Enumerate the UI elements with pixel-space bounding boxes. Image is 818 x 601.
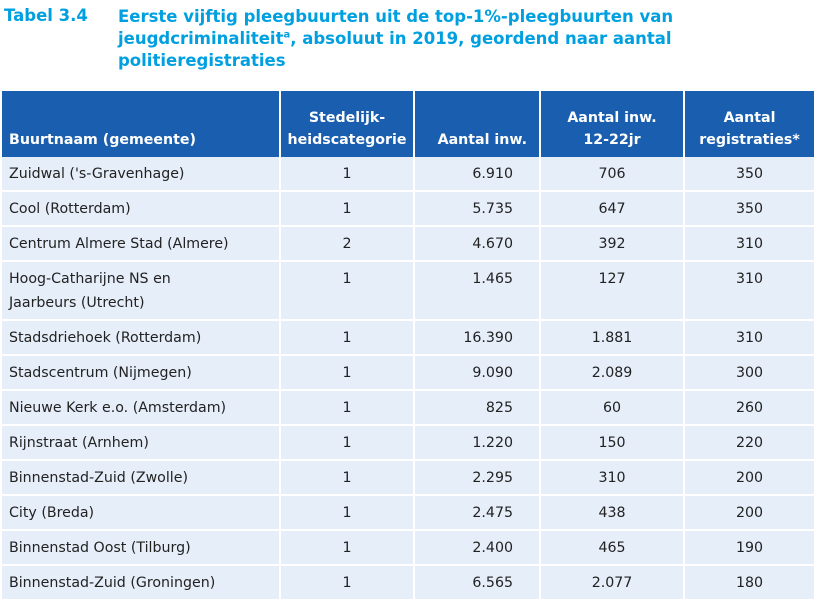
cell-aantal-inw: 1.220 bbox=[414, 425, 541, 461]
cell-aantal-inw-12-22: 60 bbox=[540, 390, 685, 426]
cell-aantal-inw: 825 bbox=[414, 390, 541, 426]
cell-aantal-inw: 6.565 bbox=[414, 565, 541, 601]
cell-registraties: 310 bbox=[684, 320, 814, 356]
table-caption: Tabel 3.4 Eerste vijftig pleegbuurten ui… bbox=[0, 0, 818, 89]
cell-aantal-inw-12-22: 465 bbox=[540, 530, 685, 566]
cell-registraties: 260 bbox=[684, 390, 814, 426]
table-row: Cool (Rotterdam) 1 5.735 647 350 bbox=[2, 191, 814, 227]
table-row: Centrum Almere Stad (Almere) 2 4.670 392 310 bbox=[2, 226, 814, 262]
cell-stedelijkheid: 1 bbox=[280, 425, 415, 461]
data-table: Buurtnaam (gemeente) Stedelijk-heidscate… bbox=[2, 91, 814, 601]
cell-buurtnaam: City (Breda) bbox=[2, 495, 281, 531]
cell-aantal-inw: 2.295 bbox=[414, 460, 541, 496]
cell-buurtnaam: Cool (Rotterdam) bbox=[2, 191, 281, 227]
cell-buurtnaam: Binnenstad-Zuid (Groningen) bbox=[2, 565, 281, 601]
cell-aantal-inw-12-22: 392 bbox=[540, 226, 685, 262]
table-row: City (Breda) 1 2.475 438 200 bbox=[2, 495, 814, 531]
cell-stedelijkheid: 1 bbox=[280, 530, 415, 566]
cell-registraties: 350 bbox=[684, 157, 814, 192]
cell-aantal-inw: 9.090 bbox=[414, 355, 541, 391]
cell-registraties: 220 bbox=[684, 425, 814, 461]
cell-stedelijkheid: 2 bbox=[280, 226, 415, 262]
cell-aantal-inw-12-22: 127 bbox=[540, 261, 685, 321]
column-header-aantal-inw-12-22: Aantal inw. 12-22jr bbox=[540, 91, 685, 157]
cell-stedelijkheid: 1 bbox=[280, 390, 415, 426]
cell-aantal-inw: 5.735 bbox=[414, 191, 541, 227]
cell-buurtnaam: Binnenstad-Zuid (Zwolle) bbox=[2, 460, 281, 496]
cell-stedelijkheid: 1 bbox=[280, 157, 415, 192]
table-row: Stadsdriehoek (Rotterdam) 1 16.390 1.881 310 bbox=[2, 320, 814, 356]
cell-aantal-inw-12-22: 706 bbox=[540, 157, 685, 192]
cell-stedelijkheid: 1 bbox=[280, 460, 415, 496]
cell-registraties: 310 bbox=[684, 261, 814, 321]
cell-aantal-inw: 2.400 bbox=[414, 530, 541, 566]
table-number: Tabel 3.4 bbox=[4, 6, 88, 25]
table-row: Rijnstraat (Arnhem) 1 1.220 150 220 bbox=[2, 425, 814, 461]
cell-buurtnaam: Zuidwal ('s-Gravenhage) bbox=[2, 157, 281, 192]
table-title-main: Eerste vijftig pleegbuurten uit de top-1… bbox=[118, 7, 674, 48]
cell-aantal-inw-12-22: 2.089 bbox=[540, 355, 685, 391]
column-header-stedelijkheid: Stedelijk-heidscategorie bbox=[280, 91, 415, 157]
table-header-row: Buurtnaam (gemeente) Stedelijk-heidscate… bbox=[2, 91, 814, 157]
cell-buurtnaam: Nieuwe Kerk e.o. (Amsterdam) bbox=[2, 390, 281, 426]
cell-aantal-inw: 1.465 bbox=[414, 261, 541, 321]
cell-registraties: 190 bbox=[684, 530, 814, 566]
cell-aantal-inw-12-22: 150 bbox=[540, 425, 685, 461]
table-row: Stadscentrum (Nijmegen) 1 9.090 2.089 300 bbox=[2, 355, 814, 391]
table-row: Nieuwe Kerk e.o. (Amsterdam) 1 825 60 260 bbox=[2, 390, 814, 426]
cell-aantal-inw: 6.910 bbox=[414, 157, 541, 192]
cell-aantal-inw-12-22: 438 bbox=[540, 495, 685, 531]
table-row: Zuidwal ('s-Gravenhage) 1 6.910 706 350 bbox=[2, 157, 814, 192]
cell-stedelijkheid: 1 bbox=[280, 355, 415, 391]
cell-buurtnaam: Centrum Almere Stad (Almere) bbox=[2, 226, 281, 262]
cell-aantal-inw-12-22: 2.077 bbox=[540, 565, 685, 601]
cell-registraties: 310 bbox=[684, 226, 814, 262]
cell-aantal-inw: 4.670 bbox=[414, 226, 541, 262]
cell-registraties: 350 bbox=[684, 191, 814, 227]
cell-aantal-inw-12-22: 1.881 bbox=[540, 320, 685, 356]
cell-stedelijkheid: 1 bbox=[280, 495, 415, 531]
table-title: Eerste vijftig pleegbuurten uit de top-1… bbox=[118, 6, 808, 72]
table-row: Binnenstad-Zuid (Zwolle) 1 2.295 310 200 bbox=[2, 460, 814, 496]
cell-stedelijkheid: 1 bbox=[280, 565, 415, 601]
table-row: Binnenstad-Zuid (Groningen) 1 6.565 2.077 18… bbox=[2, 565, 814, 601]
cell-buurtnaam: Stadscentrum (Nijmegen) bbox=[2, 355, 281, 391]
cell-aantal-inw-12-22: 310 bbox=[540, 460, 685, 496]
cell-aantal-inw-12-22: 647 bbox=[540, 191, 685, 227]
cell-stedelijkheid: 1 bbox=[280, 261, 415, 321]
table-row: Binnenstad Oost (Tilburg) 1 2.400 465 190 bbox=[2, 530, 814, 566]
cell-buurtnaam: Stadsdriehoek (Rotterdam) bbox=[2, 320, 281, 356]
cell-registraties: 180 bbox=[684, 565, 814, 601]
cell-buurtnaam: Binnenstad Oost (Tilburg) bbox=[2, 530, 281, 566]
cell-buurtnaam: Rijnstraat (Arnhem) bbox=[2, 425, 281, 461]
column-header-registraties: Aantal registraties* bbox=[684, 91, 814, 157]
cell-registraties: 300 bbox=[684, 355, 814, 391]
table-row: Hoog-Catharijne NS en Jaarbeurs (Utrecht)… bbox=[2, 261, 814, 321]
cell-registraties: 200 bbox=[684, 460, 814, 496]
cell-aantal-inw: 2.475 bbox=[414, 495, 541, 531]
cell-stedelijkheid: 1 bbox=[280, 320, 415, 356]
cell-aantal-inw: 16.390 bbox=[414, 320, 541, 356]
cell-buurtnaam: Hoog-Catharijne NS en Jaarbeurs (Utrecht) bbox=[2, 261, 281, 321]
column-header-aantal-inw: Aantal inw. bbox=[414, 91, 541, 157]
column-header-buurtnaam: Buurtnaam (gemeente) bbox=[2, 91, 281, 157]
cell-stedelijkheid: 1 bbox=[280, 191, 415, 227]
table-title-rest: , absoluut in 2019, geordend naar aantal… bbox=[118, 29, 672, 70]
footnote-marker: a bbox=[283, 29, 291, 41]
cell-registraties: 200 bbox=[684, 495, 814, 531]
